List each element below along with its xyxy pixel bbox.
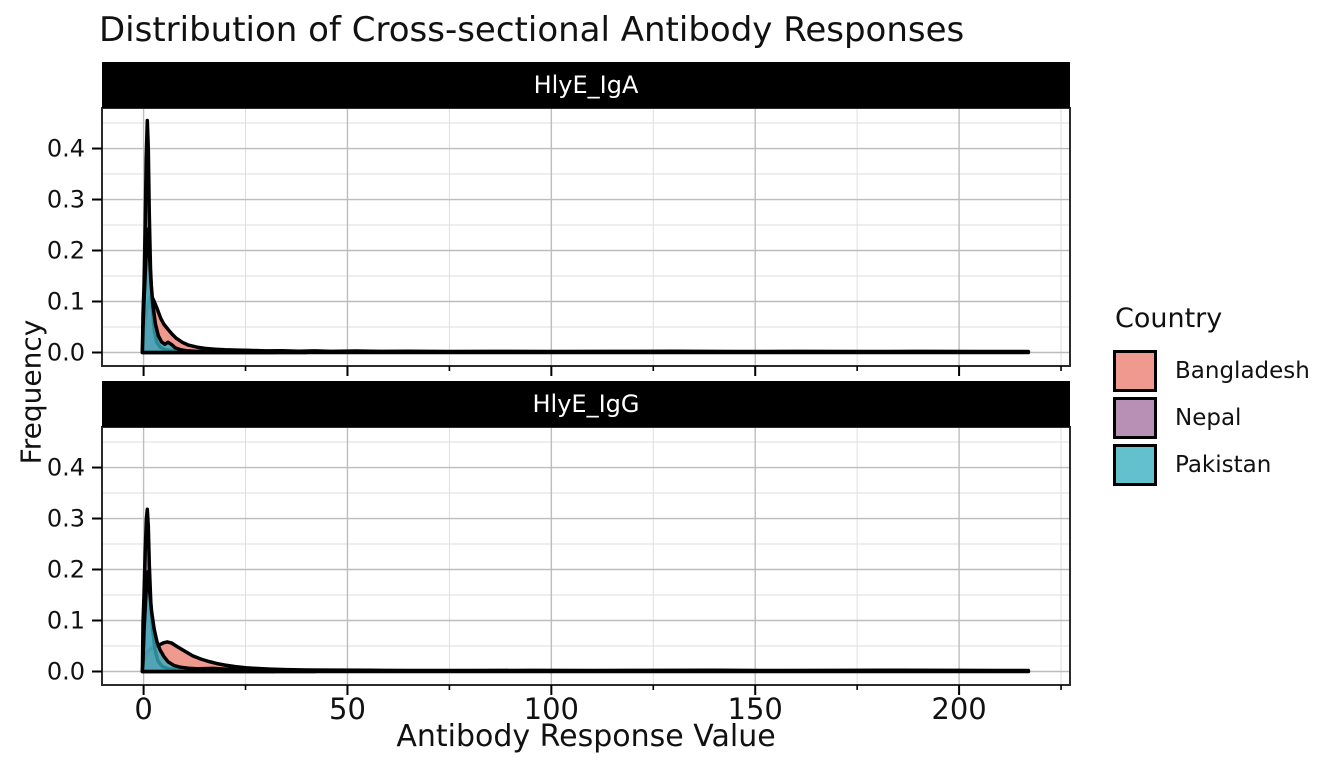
panel-border	[101, 426, 1071, 686]
legend-label: Bangladesh	[1175, 358, 1310, 384]
y-tick-label: 0.3	[47, 505, 85, 533]
y-tick-label: 0.1	[47, 607, 85, 635]
chart-title: Distribution of Cross-sectional Antibody…	[99, 10, 965, 50]
y-tick-label: 0.2	[47, 556, 85, 584]
legend-swatch-pakistan	[1113, 444, 1157, 486]
panel-border	[101, 107, 1071, 367]
facet-strip-hlye-iga: HlyE_IgA	[102, 62, 1070, 108]
x-tick-label: 200	[931, 692, 986, 726]
legend-label: Pakistan	[1175, 452, 1272, 478]
y-tick-label: 0.0	[47, 338, 85, 366]
density-area-bangladesh	[140, 293, 1031, 355]
y-tick-label: 0.4	[47, 454, 85, 482]
y-axis-title: Frequency	[14, 319, 48, 465]
y-tick-label: 0.0	[47, 657, 85, 685]
legend-swatch-fill	[1116, 400, 1154, 436]
facet-strip-label: HlyE_IgG	[532, 390, 640, 418]
y-tick-label: 0.4	[47, 135, 85, 163]
y-tick-label: 0.3	[47, 186, 85, 214]
legend: Country Bangladesh Nepal Pakistan	[1113, 303, 1310, 491]
legend-swatch-bangladesh	[1113, 350, 1157, 392]
density-area-pakistan	[140, 227, 309, 355]
x-tick-label: 50	[329, 692, 366, 726]
legend-swatch-fill	[1116, 353, 1154, 389]
y-tick-label: 0.2	[47, 237, 85, 265]
legend-item-bangladesh: Bangladesh	[1113, 350, 1310, 392]
x-tick-label: 100	[524, 692, 579, 726]
x-tick-label: 150	[728, 692, 783, 726]
legend-item-nepal: Nepal	[1113, 397, 1310, 439]
x-tick-label: 0	[134, 692, 152, 726]
facet-strip-label: HlyE_IgA	[533, 71, 639, 99]
facet-strip-hlye-igg: HlyE_IgG	[102, 381, 1070, 427]
y-tick-label: 0.1	[47, 288, 85, 316]
legend-label: Nepal	[1175, 405, 1242, 431]
legend-title: Country	[1115, 303, 1223, 334]
density-area-pakistan	[140, 569, 317, 674]
legend-item-pakistan: Pakistan	[1113, 444, 1310, 486]
legend-swatch-nepal	[1113, 397, 1157, 439]
legend-swatch-fill	[1116, 447, 1154, 483]
x-axis-title: Antibody Response Value	[396, 719, 776, 754]
